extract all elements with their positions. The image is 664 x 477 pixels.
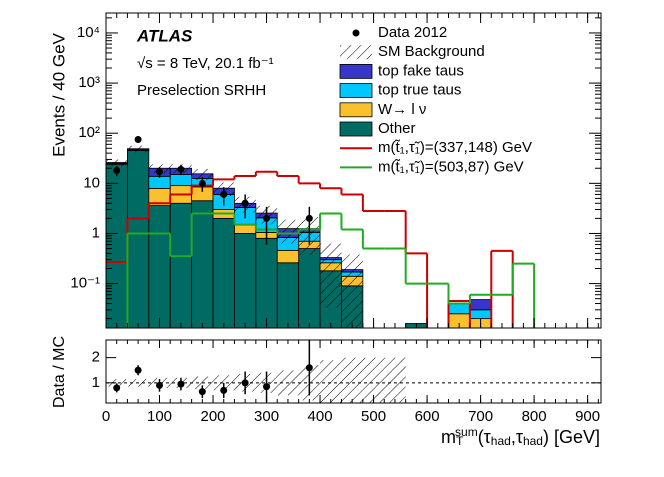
stack-bar	[127, 150, 150, 328]
x-tick-label: 600	[415, 408, 440, 425]
y-tick-label: 10⁴	[77, 24, 100, 41]
data-point	[113, 167, 121, 175]
uncertainty-hatch	[106, 159, 128, 167]
main-frame	[105, 12, 602, 329]
stack-bar	[169, 202, 193, 328]
ratio-point	[134, 366, 142, 374]
ratio-point	[198, 388, 206, 396]
legend-label: top fake taus	[378, 62, 464, 79]
x-axis-title-part: ,τ	[511, 427, 523, 447]
data-point	[198, 179, 206, 187]
stack-bar	[169, 174, 193, 187]
data-point	[305, 214, 313, 222]
data-point	[134, 135, 142, 143]
legend-label: W→ l ν	[378, 101, 426, 118]
uncertainty-hatch	[277, 219, 299, 244]
x-tick-label: 800	[522, 408, 547, 425]
legend-label: Other	[378, 120, 416, 137]
ratio-plot	[106, 340, 601, 403]
stack-bar	[276, 249, 300, 264]
y-tick-label: 10²	[78, 124, 100, 141]
experiment-label: ATLAS	[136, 26, 193, 45]
ratio-uncertainty-hatch	[384, 357, 406, 403]
data-point	[263, 214, 271, 222]
legend-swatch	[339, 102, 373, 118]
stack-bar	[448, 303, 471, 315]
x-tick-label: 900	[575, 408, 600, 425]
x-axis-title-part: had	[491, 434, 511, 448]
y-axis-title: Events / 40 GeV	[49, 32, 68, 156]
data-point	[177, 165, 185, 173]
ratio-y-tick-label: 2	[92, 349, 100, 366]
ratio-uncertainty-hatch	[362, 357, 385, 403]
ratio-point	[113, 384, 121, 392]
uncertainty-hatch	[341, 254, 363, 328]
stack-bar	[234, 233, 257, 328]
ratio-point	[220, 386, 228, 394]
y-tick-label: 10	[83, 174, 100, 191]
data-point	[220, 190, 228, 198]
ratio-y-tick-label: 1	[92, 374, 100, 391]
stack-bar	[234, 224, 257, 234]
uncertainty-hatch	[127, 145, 149, 153]
x-tick-label: 0	[102, 408, 110, 425]
x-axis-title-part: T	[456, 434, 464, 448]
stack-bar	[469, 309, 492, 320]
ratio-frame	[105, 339, 602, 404]
data-point	[241, 199, 249, 207]
stack-bar	[276, 262, 300, 328]
x-axis-title-part: m	[441, 427, 456, 447]
ratio-point	[156, 381, 164, 389]
ratio-point	[177, 380, 185, 388]
y-tick-label: 10⁻¹	[70, 275, 100, 292]
selection-label: Preselection SRHH	[137, 82, 266, 99]
legend-swatch	[339, 83, 373, 98]
stack-bar	[212, 217, 235, 328]
x-tick-label: 200	[201, 408, 226, 425]
x-axis-title-part: (τ	[478, 427, 491, 447]
stack-bar	[148, 205, 171, 328]
energy-label: √s = 8 TeV, 20.1 fb⁻¹	[137, 55, 274, 72]
ratio-point	[305, 364, 313, 372]
x-tick-label: 300	[254, 408, 279, 425]
legend-label: m(t̃₁,τ̃₁)=(503,87) GeV	[378, 158, 524, 175]
axes: 0 100 200 300 400 500 600 700 800 900 10⁻¹ 1 10 10² 10…	[70, 12, 602, 425]
ratio-point	[263, 383, 271, 391]
ratio-y-axis-title: Data / MC	[51, 336, 68, 408]
ratio-point	[241, 379, 249, 387]
ratio-uncertainty-hatch	[106, 379, 128, 387]
x-tick-label: 700	[468, 408, 493, 425]
x-axis-title: mTsum(τhad,τhad) [GeV]	[441, 425, 600, 448]
x-axis-title-part: had	[523, 434, 543, 448]
legend-swatch	[339, 121, 373, 137]
legend-label: SM Background	[378, 43, 485, 60]
legend-label: Data 2012	[378, 24, 447, 41]
ratio-uncertainty-hatch	[341, 357, 363, 403]
x-tick-label: 500	[361, 408, 386, 425]
y-tick-label: 1	[92, 224, 100, 241]
legend-data-marker	[352, 29, 360, 37]
legend-label: m(t̃₁,τ̃₁)=(337,148) GeV	[378, 139, 532, 156]
x-axis-title-part: sum	[455, 425, 478, 439]
legend-label: top true taus	[378, 82, 461, 99]
x-tick-label: 100	[147, 408, 172, 425]
stack-bar	[469, 299, 492, 311]
ratio-uncertainty-hatch	[320, 360, 342, 403]
uncertainty-hatch	[191, 168, 214, 181]
main-plot	[106, 135, 536, 328]
stack-bar	[191, 200, 214, 328]
stack-bar	[298, 248, 321, 328]
y-tick-label: 10³	[78, 74, 100, 91]
legend-swatch	[339, 64, 373, 79]
stack-bar	[148, 175, 171, 189]
x-tick-label: 400	[308, 408, 333, 425]
legend-hatch	[340, 45, 372, 60]
x-axis-title-part: ) [GeV]	[543, 427, 600, 447]
uncertainty-hatch	[320, 243, 342, 308]
data-point	[156, 168, 164, 176]
